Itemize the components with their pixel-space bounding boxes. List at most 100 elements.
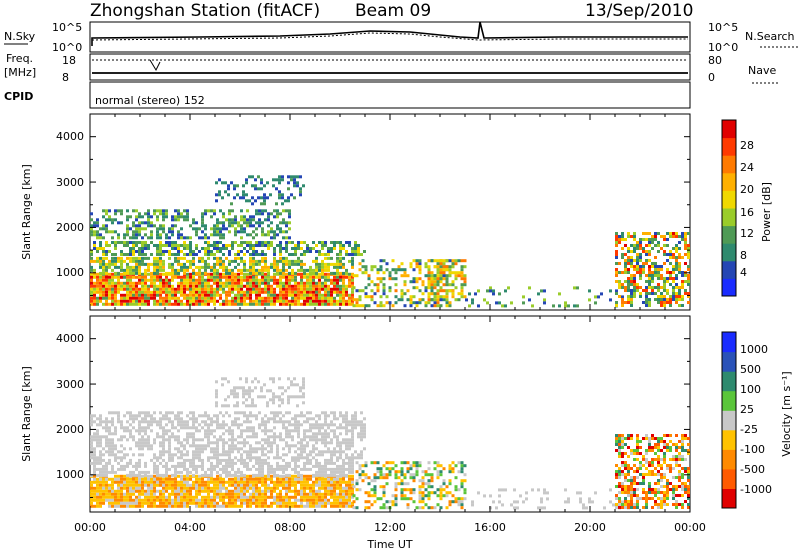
heatmap-cell: [138, 268, 141, 272]
heatmap-cell: [168, 236, 171, 240]
heatmap-cell: [315, 284, 318, 288]
heatmap-cell: [267, 224, 270, 228]
heatmap-cell: [225, 461, 228, 465]
heatmap-cell: [221, 383, 224, 387]
heatmap-cell: [342, 278, 345, 282]
heatmap-cell: [273, 498, 276, 502]
heatmap-cell: [198, 414, 201, 418]
heatmap-cell: [339, 271, 342, 275]
heatmap-cell: [333, 429, 336, 433]
heatmap-cell: [636, 259, 639, 262]
heatmap-cell: [153, 470, 156, 474]
heatmap-cell: [129, 265, 132, 269]
heatmap-cell: [159, 256, 162, 260]
heatmap-cell: [439, 289, 443, 293]
heatmap-cell: [273, 233, 276, 237]
heatmap-cell: [162, 495, 165, 499]
heatmap-cell: [648, 253, 651, 256]
heatmap-cell: [279, 464, 282, 468]
freq-label-2: [MHz]: [4, 66, 36, 79]
heatmap-cell: [180, 486, 183, 490]
heatmap-cell: [418, 298, 422, 302]
heatmap-cell: [468, 304, 471, 308]
heatmap-cell: [210, 293, 213, 297]
heatmap-cell: [192, 262, 195, 266]
heatmap-cell: [261, 230, 264, 234]
heatmap-cell: [492, 292, 495, 296]
heatmap-cell: [111, 453, 114, 457]
heatmap-cell: [159, 441, 162, 445]
heatmap-cell: [177, 498, 180, 502]
heatmap-cell: [141, 486, 144, 490]
heatmap-cell: [342, 498, 345, 502]
heatmap-cell: [192, 435, 195, 439]
heatmap-cell: [204, 489, 207, 493]
heatmap-cell: [302, 380, 305, 384]
heatmap-cell: [373, 283, 377, 287]
heatmap-cell: [261, 259, 264, 263]
heatmap-cell: [687, 301, 690, 304]
heatmap-cell: [189, 411, 192, 415]
heatmap-cell: [418, 277, 422, 281]
heatmap-cell: [363, 423, 366, 427]
heatmap-cell: [237, 467, 240, 471]
heatmap-cell: [333, 299, 336, 303]
heatmap-cell: [141, 411, 144, 415]
heatmap-cell: [373, 301, 377, 305]
heatmap-cell: [147, 504, 150, 508]
power-yticks: 1000 2000 3000 4000: [56, 130, 84, 279]
heatmap-cell: [228, 284, 231, 288]
heatmap-cell: [246, 435, 249, 439]
heatmap-cell: [138, 480, 141, 484]
heatmap-cell: [249, 268, 252, 272]
heatmap-cell: [126, 426, 129, 430]
heatmap-cell: [309, 268, 312, 272]
heatmap-cell: [330, 441, 333, 445]
heatmap-cell: [183, 215, 186, 219]
heatmap-cell: [669, 250, 672, 253]
heatmap-cell: [231, 281, 234, 285]
heatmap-cell: [120, 498, 123, 502]
heatmap-cell: [117, 299, 120, 303]
heatmap-cell: [246, 429, 249, 433]
heatmap-cell: [261, 498, 264, 502]
heatmap-cell: [261, 299, 264, 303]
heatmap-cell: [291, 480, 294, 484]
heatmap-cell: [261, 420, 264, 424]
heatmap-cell: [120, 275, 123, 279]
heatmap-cell: [102, 498, 105, 502]
heatmap-cell: [135, 290, 138, 294]
heatmap-cell: [309, 302, 312, 306]
heatmap-cell: [186, 492, 189, 496]
heatmap-cell: [171, 224, 174, 228]
heatmap-cell: [147, 302, 150, 306]
heatmap-cell: [498, 292, 501, 296]
heatmap-cell: [445, 280, 449, 284]
heatmap-cell: [192, 467, 195, 471]
heatmap-cell: [141, 483, 144, 487]
heatmap-cell: [648, 238, 651, 241]
heatmap-cell: [159, 420, 162, 424]
heatmap-cell: [132, 290, 135, 294]
heatmap-cell: [302, 383, 305, 387]
heatmap-cell: [168, 411, 171, 415]
heatmap-cell: [246, 296, 249, 300]
heatmap-cell: [403, 304, 407, 308]
heatmap-cell: [336, 450, 339, 454]
heatmap-cell: [192, 450, 195, 454]
heatmap-cell: [225, 256, 228, 260]
heatmap-cell: [144, 244, 147, 247]
heatmap-cell: [183, 275, 186, 279]
heatmap-cell: [669, 301, 672, 304]
heatmap-cell: [252, 429, 255, 433]
heatmap-cell: [144, 290, 147, 294]
heatmap-cell: [165, 495, 168, 499]
heatmap-cell: [93, 268, 96, 272]
heatmap-cell: [123, 426, 126, 430]
heatmap-cell: [195, 247, 198, 250]
heatmap-cell: [108, 444, 111, 448]
heatmap-cell: [165, 241, 168, 244]
heatmap-cell: [439, 265, 443, 269]
heatmap-cell: [460, 271, 464, 275]
heatmap-cell: [114, 241, 117, 244]
